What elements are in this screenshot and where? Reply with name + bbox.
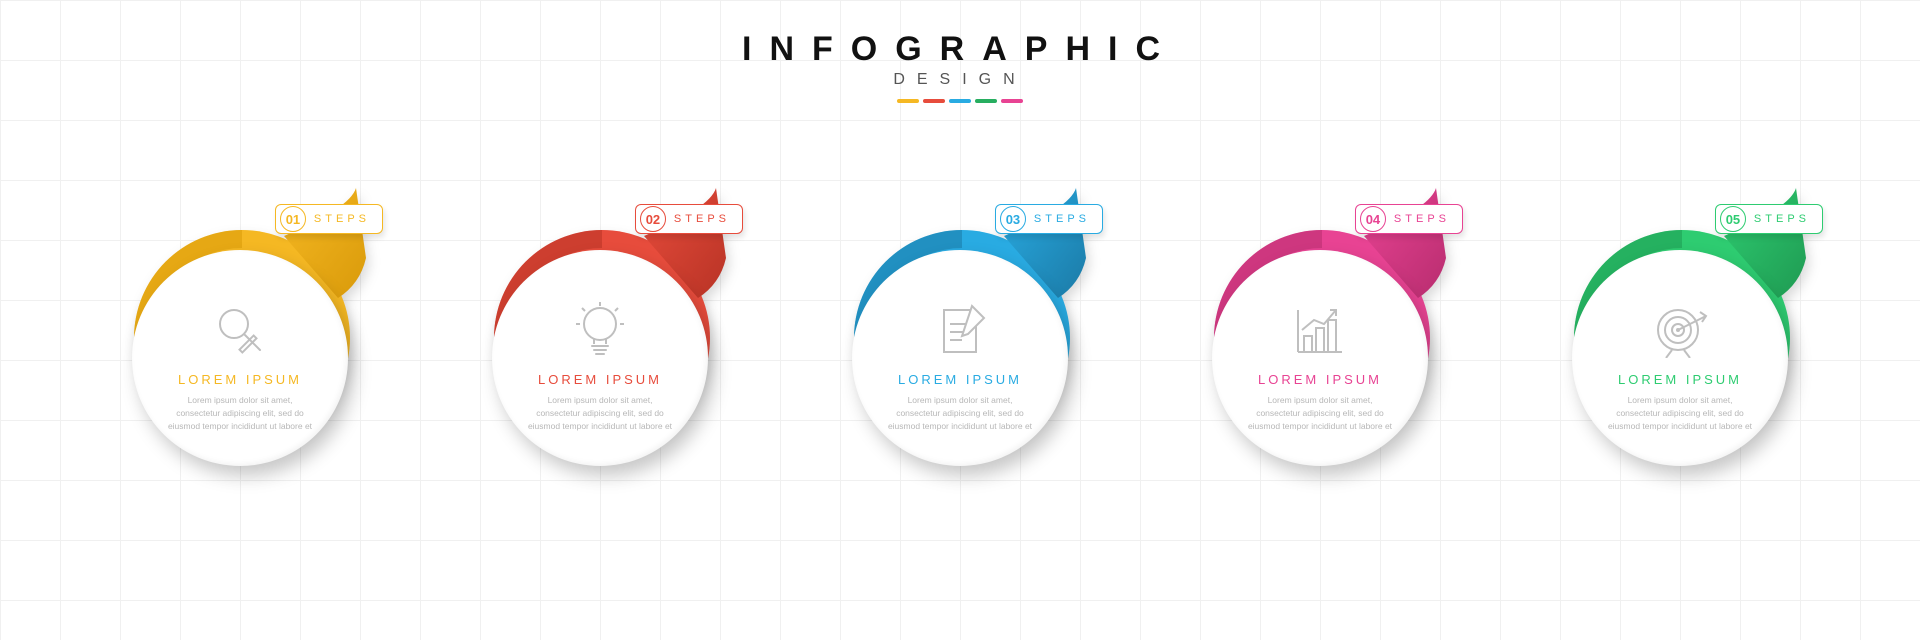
step-body: Lorem ipsum dolor sit amet, consectetur … [527,394,673,434]
step-body: Lorem ipsum dolor sit amet, consectetur … [887,394,1033,434]
step-number: 04 [1360,206,1386,232]
step-05: 05 STEPS LOREM IPSUM Lorem ipsum dolor sit… [1545,190,1815,590]
step-badge-label: STEPS [1754,213,1810,225]
step-01: 01 STEPS LOREM IPSUM Lorem ipsum dolor sit… [105,190,375,590]
step-badge: 03 STEPS [995,204,1103,234]
magnifier-icon [212,302,268,358]
step-number: 05 [1720,206,1746,232]
step-title: LOREM IPSUM [465,372,735,387]
step-title: LOREM IPSUM [1545,372,1815,387]
step-badge-label: STEPS [1034,213,1090,225]
chart-icon [1292,302,1348,358]
step-02: 02 STEPS LOREM IPSUM Lorem ipsum dolor sit… [465,190,735,590]
step-title: LOREM IPSUM [1185,372,1455,387]
step-body: Lorem ipsum dolor sit amet, consectetur … [1607,394,1753,434]
accent-seg [949,99,971,103]
bulb-icon [572,302,628,358]
header: INFOGRAPHIC DESIGN [0,30,1920,103]
step-badge: 02 STEPS [635,204,743,234]
steps-row: 01 STEPS LOREM IPSUM Lorem ipsum dolor sit… [0,190,1920,590]
underline-accent [0,99,1920,103]
note-icon [932,302,988,358]
accent-seg [1001,99,1023,103]
step-04: 04 STEPS LOREM IPSUM Lorem ipsum dolor sit… [1185,190,1455,590]
page-title: INFOGRAPHIC [0,30,1920,69]
step-badge-label: STEPS [1394,213,1450,225]
page-subtitle: DESIGN [0,71,1920,89]
step-title: LOREM IPSUM [825,372,1095,387]
step-number: 02 [640,206,666,232]
accent-seg [923,99,945,103]
step-number: 01 [280,206,306,232]
step-badge: 04 STEPS [1355,204,1463,234]
accent-seg [975,99,997,103]
step-badge-label: STEPS [314,213,370,225]
step-badge: 01 STEPS [275,204,383,234]
step-badge: 05 STEPS [1715,204,1823,234]
step-title: LOREM IPSUM [105,372,375,387]
step-badge-label: STEPS [674,213,730,225]
step-body: Lorem ipsum dolor sit amet, consectetur … [167,394,313,434]
accent-seg [897,99,919,103]
target-icon [1652,302,1708,358]
step-number: 03 [1000,206,1026,232]
step-body: Lorem ipsum dolor sit amet, consectetur … [1247,394,1393,434]
step-03: 03 STEPS LOREM IPSUM Lorem ipsum dolor sit… [825,190,1095,590]
